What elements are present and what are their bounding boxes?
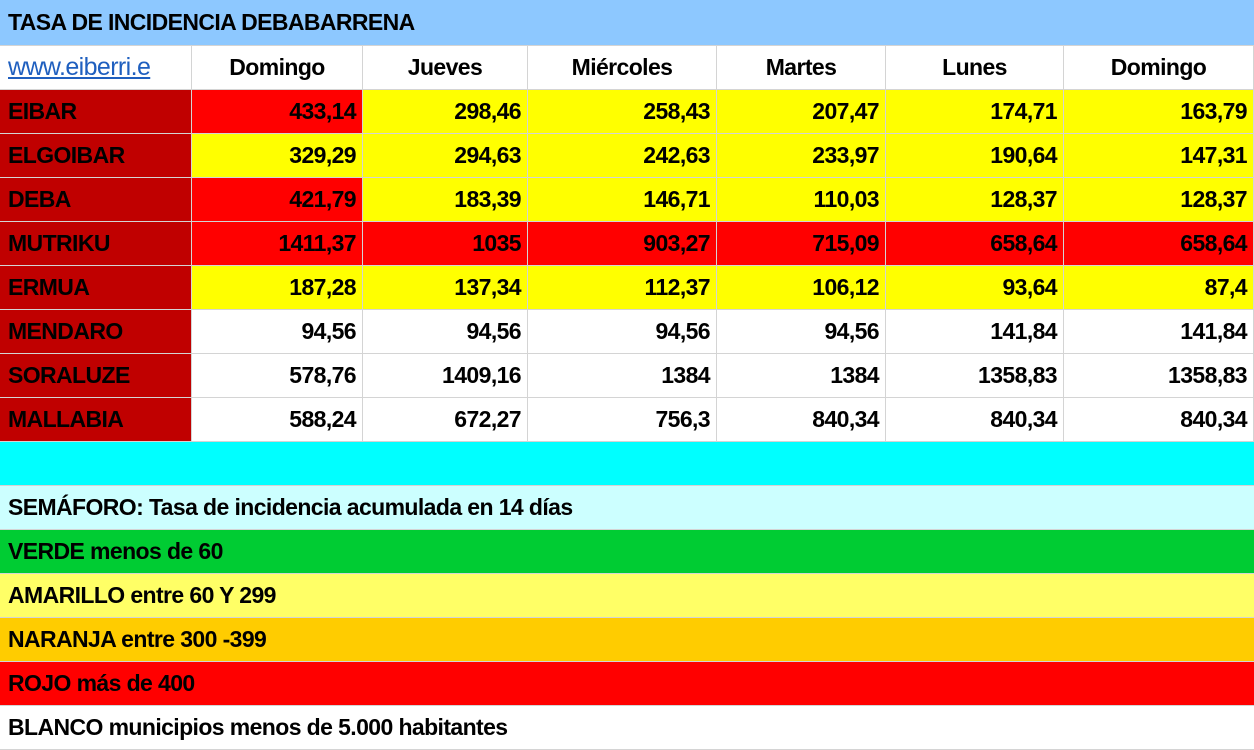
incidence-value[interactable]: 1358,83	[886, 354, 1064, 398]
legend-row: VERDE menos de 60	[0, 530, 1254, 574]
incidence-value[interactable]: 840,34	[717, 398, 886, 442]
legend-row: AMARILLO entre 60 Y 299	[0, 574, 1254, 618]
municipality-name[interactable]: MALLABIA	[0, 398, 192, 442]
incidence-value[interactable]: 141,84	[1064, 310, 1254, 354]
incidence-value[interactable]: 1411,37	[192, 222, 363, 266]
incidence-value[interactable]: 112,37	[528, 266, 717, 310]
legend-item[interactable]: NARANJA entre 300 -399	[0, 618, 1254, 662]
table-row: SORALUZE 578,76 1409,16 1384 1384 1358,83 1358…	[0, 354, 1254, 398]
incidence-value[interactable]: 128,37	[886, 178, 1064, 222]
municipality-name[interactable]: EIBAR	[0, 90, 192, 134]
legend-item[interactable]: VERDE menos de 60	[0, 530, 1254, 574]
incidence-value[interactable]: 1409,16	[363, 354, 528, 398]
incidence-value[interactable]: 110,03	[717, 178, 886, 222]
incidence-value[interactable]: 141,84	[886, 310, 1064, 354]
incidence-value[interactable]: 578,76	[192, 354, 363, 398]
table-row: DEBA 421,79 183,39 146,71 110,03 128,37 128,37	[0, 178, 1254, 222]
incidence-value[interactable]: 329,29	[192, 134, 363, 178]
incidence-value[interactable]: 146,71	[528, 178, 717, 222]
incidence-value[interactable]: 658,64	[886, 222, 1064, 266]
incidence-value[interactable]: 94,56	[192, 310, 363, 354]
incidence-value[interactable]: 715,09	[717, 222, 886, 266]
table-row: MUTRIKU 1411,37 1035 903,27 715,09 658,64 658,…	[0, 222, 1254, 266]
eiberri-link[interactable]: www.eiberri.e	[0, 46, 192, 90]
column-header[interactable]: Martes	[717, 46, 886, 90]
sheet-title[interactable]: TASA DE INCIDENCIA DEBABARRENA	[0, 0, 1254, 46]
column-header[interactable]: Domingo	[192, 46, 363, 90]
legend-item[interactable]: BLANCO municipios menos de 5.000 habitan…	[0, 706, 1254, 750]
municipality-name[interactable]: MENDARO	[0, 310, 192, 354]
incidence-value[interactable]: 94,56	[363, 310, 528, 354]
incidence-value[interactable]: 658,64	[1064, 222, 1254, 266]
incidence-value[interactable]: 128,37	[1064, 178, 1254, 222]
incidence-value[interactable]: 298,46	[363, 90, 528, 134]
legend-row: NARANJA entre 300 -399	[0, 618, 1254, 662]
incidence-value[interactable]: 93,64	[886, 266, 1064, 310]
municipality-name[interactable]: SORALUZE	[0, 354, 192, 398]
incidence-value[interactable]: 106,12	[717, 266, 886, 310]
incidence-value[interactable]: 1035	[363, 222, 528, 266]
spacer-cell[interactable]	[0, 442, 1254, 486]
column-header[interactable]: Miércoles	[528, 46, 717, 90]
incidence-value[interactable]: 840,34	[1064, 398, 1254, 442]
table-row: MALLABIA 588,24 672,27 756,3 840,34 840,34 840…	[0, 398, 1254, 442]
incidence-value[interactable]: 588,24	[192, 398, 363, 442]
incidence-value[interactable]: 433,14	[192, 90, 363, 134]
incidence-value[interactable]: 94,56	[528, 310, 717, 354]
incidence-value[interactable]: 137,34	[363, 266, 528, 310]
incidence-value[interactable]: 233,97	[717, 134, 886, 178]
header-row: www.eiberri.e Domingo Jueves Miércoles Mart…	[0, 46, 1254, 90]
incidence-value[interactable]: 187,28	[192, 266, 363, 310]
incidence-value[interactable]: 1384	[528, 354, 717, 398]
incidence-value[interactable]: 1384	[717, 354, 886, 398]
municipality-name[interactable]: MUTRIKU	[0, 222, 192, 266]
table-row: EIBAR 433,14 298,46 258,43 207,47 174,71 163,7…	[0, 90, 1254, 134]
incidence-value[interactable]: 903,27	[528, 222, 717, 266]
legend-row: ROJO más de 400	[0, 662, 1254, 706]
incidence-value[interactable]: 94,56	[717, 310, 886, 354]
column-header[interactable]: Jueves	[363, 46, 528, 90]
incidence-value[interactable]: 242,63	[528, 134, 717, 178]
incidence-value[interactable]: 174,71	[886, 90, 1064, 134]
spacer-row	[0, 442, 1254, 486]
incidence-value[interactable]: 87,4	[1064, 266, 1254, 310]
incidence-value[interactable]: 421,79	[192, 178, 363, 222]
incidence-value[interactable]: 258,43	[528, 90, 717, 134]
column-header[interactable]: Lunes	[886, 46, 1064, 90]
legend-row: BLANCO municipios menos de 5.000 habitan…	[0, 706, 1254, 750]
table-row: ELGOIBAR 329,29 294,63 242,63 233,97 190,64 14…	[0, 134, 1254, 178]
incidence-value[interactable]: 183,39	[363, 178, 528, 222]
incidence-value[interactable]: 147,31	[1064, 134, 1254, 178]
legend-item[interactable]: ROJO más de 400	[0, 662, 1254, 706]
legend-item[interactable]: AMARILLO entre 60 Y 299	[0, 574, 1254, 618]
incidence-value[interactable]: 294,63	[363, 134, 528, 178]
municipality-name[interactable]: ELGOIBAR	[0, 134, 192, 178]
table-row: ERMUA 187,28 137,34 112,37 106,12 93,64 87,4	[0, 266, 1254, 310]
incidence-value[interactable]: 1358,83	[1064, 354, 1254, 398]
legend-row: SEMÁFORO: Tasa de incidencia acumulada e…	[0, 486, 1254, 530]
municipality-name[interactable]: ERMUA	[0, 266, 192, 310]
column-header[interactable]: Domingo	[1064, 46, 1254, 90]
incidence-value[interactable]: 163,79	[1064, 90, 1254, 134]
incidence-value[interactable]: 207,47	[717, 90, 886, 134]
incidence-value[interactable]: 190,64	[886, 134, 1064, 178]
legend-item[interactable]: SEMÁFORO: Tasa de incidencia acumulada e…	[0, 486, 1254, 530]
table-row: MENDARO 94,56 94,56 94,56 94,56 141,84 141,84	[0, 310, 1254, 354]
incidence-value[interactable]: 672,27	[363, 398, 528, 442]
title-row: TASA DE INCIDENCIA DEBABARRENA	[0, 0, 1254, 46]
incidence-value[interactable]: 756,3	[528, 398, 717, 442]
incidence-value[interactable]: 840,34	[886, 398, 1064, 442]
municipality-name[interactable]: DEBA	[0, 178, 192, 222]
